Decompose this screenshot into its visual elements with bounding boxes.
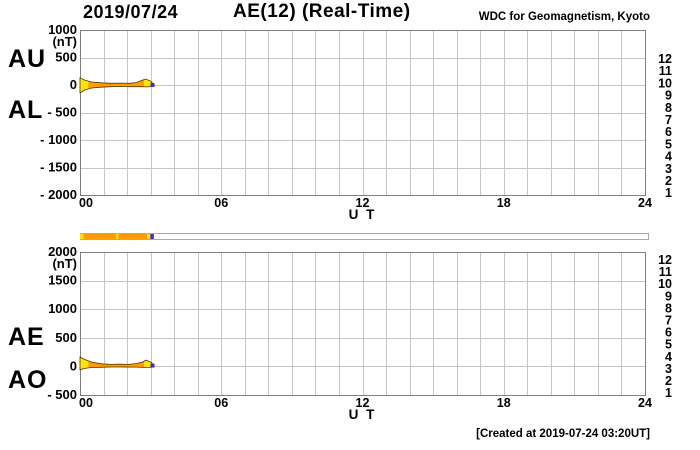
band-fill-segment (144, 360, 151, 368)
station-count-10: 10 (658, 277, 672, 291)
organization-label: WDC for Geomagnetism, Kyoto (478, 11, 650, 23)
panel-au-al-xtick-labels: 00 06 12 18 24 (79, 196, 652, 210)
panel-ae-ao-ytick-labels: 2000 1500 1000 500 0 - 500 (nT) (47, 244, 77, 402)
ytick-label: - 500 (47, 387, 77, 402)
au-index-label: AU (8, 45, 47, 73)
ytick-label: 1000 (48, 22, 77, 37)
x-axis-title: U T (349, 407, 377, 422)
station-count-12: 12 (658, 52, 672, 66)
xtick-label: 12 (356, 396, 370, 410)
availability-bar-segment (83, 234, 116, 239)
ytick-label: 1500 (48, 273, 77, 288)
panel-ae-ao-frame (80, 252, 646, 396)
xtick-label: 24 (638, 396, 652, 410)
ae-index-label: AE (8, 323, 45, 351)
xtick-label: 06 (214, 396, 228, 410)
panel-ae-ao-xtick-labels: 00 06 12 18 24 (79, 396, 652, 410)
panel-au-al-ytick-labels: 1000 500 0 - 500 - 1000 - 1500 - 2000 (nT) (40, 22, 77, 202)
station-count-1: 1 (665, 186, 672, 200)
station-count-5: 5 (665, 137, 672, 151)
station-count-9: 9 (665, 89, 672, 103)
station-count-4: 4 (665, 350, 672, 364)
station-count-11: 11 (659, 64, 672, 78)
station-count-10: 10 (658, 76, 672, 90)
station-count-3: 3 (665, 362, 672, 376)
ytick-label: 0 (70, 77, 77, 92)
station-count-3: 3 (665, 162, 672, 176)
ytick-label: 1000 (48, 301, 77, 316)
station-count-11: 11 (659, 265, 672, 279)
ytick-label: - 500 (47, 105, 77, 120)
station-count-6: 6 (665, 326, 672, 340)
plot-date: 2019/07/24 (83, 2, 179, 22)
band-fill-segment (144, 79, 151, 87)
availability-bar-segment (115, 234, 119, 239)
xtick-label: 24 (638, 196, 652, 210)
latest-data-marker (150, 363, 155, 368)
ytick-label: 500 (55, 330, 77, 345)
xtick-label: 18 (497, 196, 511, 210)
availability-bar-segment (150, 234, 154, 239)
availability-bar (80, 233, 649, 240)
xtick-label: 06 (214, 196, 228, 210)
availability-bar-segment (147, 234, 151, 239)
station-count-6: 6 (665, 125, 672, 139)
station-count-8: 8 (665, 101, 672, 115)
station-count-7: 7 (665, 314, 672, 328)
availability-bar-segment (80, 234, 84, 239)
created-at-label: [Created at 2019-07-24 03:20UT] (476, 428, 650, 440)
ytick-label: - 2000 (40, 187, 77, 202)
station-count-4: 4 (665, 150, 672, 164)
station-count-8: 8 (665, 301, 672, 315)
al-index-label: AL (8, 96, 44, 124)
xtick-label: 00 (79, 196, 93, 210)
y-axis-unit: (nT) (52, 34, 77, 49)
station-count-2: 2 (665, 374, 672, 388)
ytick-label: - 1500 (40, 160, 77, 175)
xtick-label: 18 (497, 396, 511, 410)
station-count-7: 7 (665, 113, 672, 127)
plot-title: AE(12) (Real-Time) (233, 1, 411, 22)
station-count-12: 12 (658, 253, 672, 267)
y-axis-unit: (nT) (52, 256, 77, 271)
ytick-label: 0 (70, 358, 77, 373)
xtick-label: 12 (356, 196, 370, 210)
availability-bar-segment (118, 234, 148, 239)
station-count-9: 9 (665, 289, 672, 303)
x-axis-title: U T (349, 207, 377, 222)
panel-ae-ao-grid (80, 252, 646, 396)
panel-au-al-band (79, 77, 154, 94)
panel-au-al-frame (80, 30, 646, 196)
latest-data-marker (150, 83, 155, 87)
xtick-label: 00 (79, 396, 93, 410)
station-count-1: 1 (665, 386, 672, 400)
ytick-label: 500 (55, 50, 77, 65)
ytick-label: - 1000 (40, 132, 77, 147)
panel-au-al: 1000 500 0 - 500 - 1000 - 1500 - 2000 (nT) 00 06 1… (40, 22, 672, 222)
availability-bar-frame (80, 233, 649, 240)
station-count-2: 2 (665, 174, 672, 188)
ao-index-label: AO (8, 366, 48, 394)
ytick-label: 2000 (48, 244, 77, 259)
panel-ae-ao-band (79, 356, 154, 371)
station-count-5: 5 (665, 338, 672, 352)
panel-au-al-grid (80, 30, 646, 196)
